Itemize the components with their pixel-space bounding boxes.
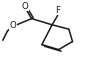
Text: F: F — [55, 6, 60, 15]
Text: O: O — [10, 21, 16, 30]
Text: O: O — [22, 2, 28, 11]
